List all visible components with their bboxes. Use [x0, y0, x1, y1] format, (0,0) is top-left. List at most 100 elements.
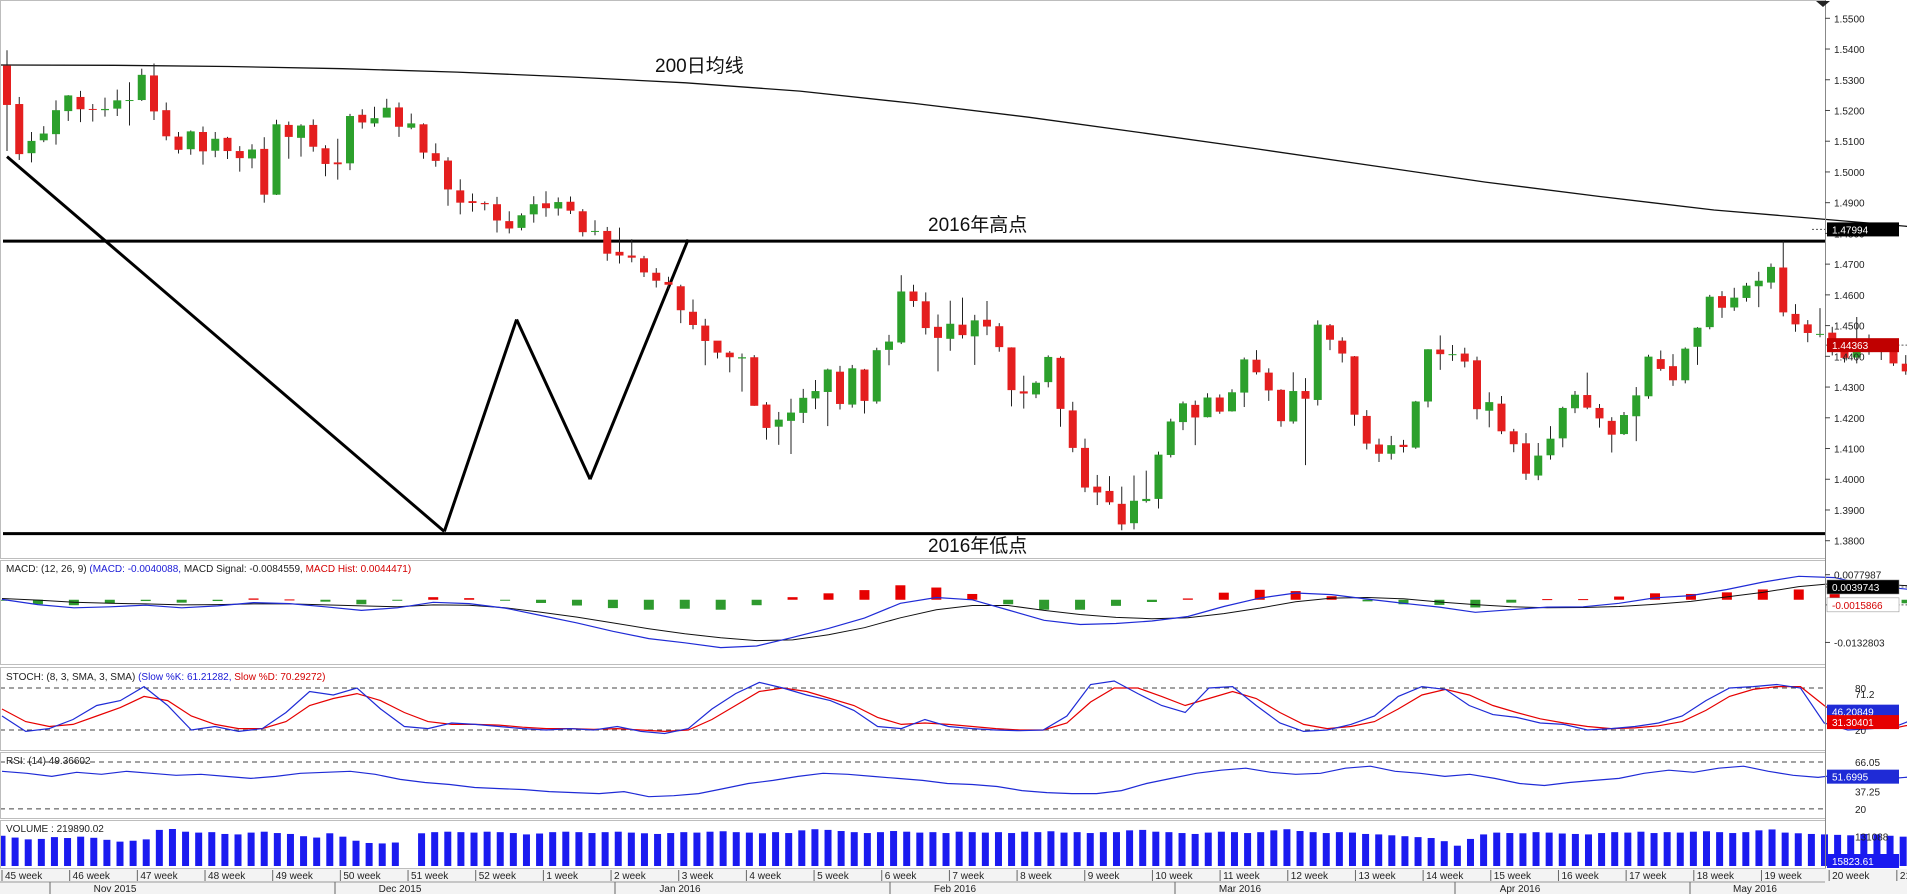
trendline	[588, 238, 690, 480]
volume-bar	[549, 832, 557, 866]
candle-body	[1350, 356, 1359, 415]
candle-body	[897, 291, 906, 343]
candle-body	[419, 124, 428, 153]
volume-bar	[929, 832, 937, 866]
volume-bar	[811, 829, 819, 866]
volume-bar	[155, 829, 163, 866]
volume-bar	[483, 831, 491, 866]
volume-bar	[942, 833, 950, 866]
candle-body	[811, 391, 820, 399]
candle-body	[1607, 420, 1616, 435]
week-label: 4 week	[749, 871, 782, 882]
volume-bar	[103, 839, 111, 866]
volume-bar	[1047, 831, 1055, 866]
rsi-panel	[0, 761, 1907, 810]
rsi-legend: RSI: (14) 49.36602	[6, 756, 91, 767]
candle-body	[1264, 372, 1273, 391]
volume-bar	[1847, 835, 1855, 866]
candle-body	[1338, 340, 1347, 354]
volume-bar	[1191, 833, 1199, 866]
volume-bar	[24, 839, 32, 866]
candle-body	[517, 215, 526, 228]
candle-body	[199, 131, 207, 152]
candle-body	[787, 412, 795, 421]
month-label: Apr 2016	[1500, 884, 1541, 894]
candle-body	[689, 311, 697, 325]
candle-body	[150, 75, 158, 112]
candle-body	[248, 149, 256, 159]
candle-body	[1485, 402, 1494, 411]
stoch-tick-label: 80	[1855, 684, 1867, 695]
candle-body	[125, 100, 134, 102]
candle-body	[1558, 407, 1567, 439]
volume-bar	[1676, 832, 1684, 866]
volume-bar	[1532, 832, 1540, 866]
volume-bar	[627, 832, 635, 866]
volume-bar	[168, 828, 176, 866]
candle-body	[284, 124, 293, 137]
volume-bar	[1296, 831, 1304, 866]
macd-panel	[0, 575, 1907, 649]
candle-body	[505, 221, 514, 229]
candle-body	[1142, 498, 1151, 502]
volume-bar	[247, 832, 255, 866]
volume-bar	[313, 837, 321, 866]
price-tick-label: 1.5200	[1834, 106, 1865, 117]
candle-body	[701, 325, 710, 341]
ma200-value-tag	[1827, 222, 1899, 237]
volume-bar	[1440, 841, 1448, 866]
volume-bar	[1571, 833, 1579, 866]
candle-body	[983, 319, 991, 327]
candle-body	[1228, 392, 1236, 412]
volume-bar	[1204, 832, 1212, 866]
week-label: 45 week	[5, 871, 43, 882]
candle-body	[885, 341, 893, 350]
volume-bar	[1401, 836, 1409, 866]
volume-bar	[536, 833, 544, 866]
macd-hist-bar	[1614, 596, 1625, 600]
volume-bar	[994, 832, 1002, 866]
week-label: 3 week	[682, 871, 715, 882]
candle-body	[260, 148, 269, 195]
candle-body	[1375, 444, 1383, 454]
candle-body	[762, 404, 771, 428]
volume-bar	[1414, 837, 1422, 866]
macd-hist-bar	[1685, 593, 1696, 600]
candle-body	[1081, 447, 1089, 488]
week-label: 51 week	[411, 871, 449, 882]
macd-hist-bar	[176, 599, 187, 603]
candle-body	[1056, 357, 1065, 409]
volume-bar	[1519, 833, 1527, 866]
volume-bar	[745, 832, 753, 866]
volume-bar	[1899, 836, 1907, 866]
volume-bar	[1322, 833, 1330, 866]
volume-bar	[77, 836, 85, 866]
candle-body	[407, 123, 416, 128]
candle-body	[333, 162, 342, 165]
candle-body	[970, 320, 979, 337]
stoch-k-line	[1, 680, 1907, 735]
stoch-k-value: (Slow %K: 61.21282,	[138, 672, 232, 683]
macd-hist-bar	[464, 598, 475, 600]
candle-body	[1583, 395, 1592, 408]
week-label: 19 week	[1764, 871, 1802, 882]
week-label: 20 week	[1832, 871, 1870, 882]
candle-body	[909, 291, 918, 302]
stoch-d-line	[1, 686, 1907, 733]
macd-hist-bar	[931, 587, 942, 600]
candle-body	[958, 324, 967, 336]
macd-hist-bar	[1721, 592, 1732, 600]
rsi-value: 49.36602	[48, 756, 91, 767]
volume-bar	[1545, 832, 1553, 866]
macd-hist-bar	[823, 593, 834, 600]
volume-bar	[758, 833, 766, 866]
volume-bar	[470, 832, 478, 866]
candle-body	[1620, 415, 1628, 435]
volume-label: VOLUME : 219890.02	[6, 824, 104, 835]
candle-body	[493, 204, 501, 221]
volume-bar	[680, 832, 688, 866]
volume-bar	[326, 833, 334, 866]
stoch-value-label: 31.30401	[1832, 718, 1874, 729]
macd-hist-bar	[859, 590, 870, 600]
volume-bar	[837, 831, 845, 866]
